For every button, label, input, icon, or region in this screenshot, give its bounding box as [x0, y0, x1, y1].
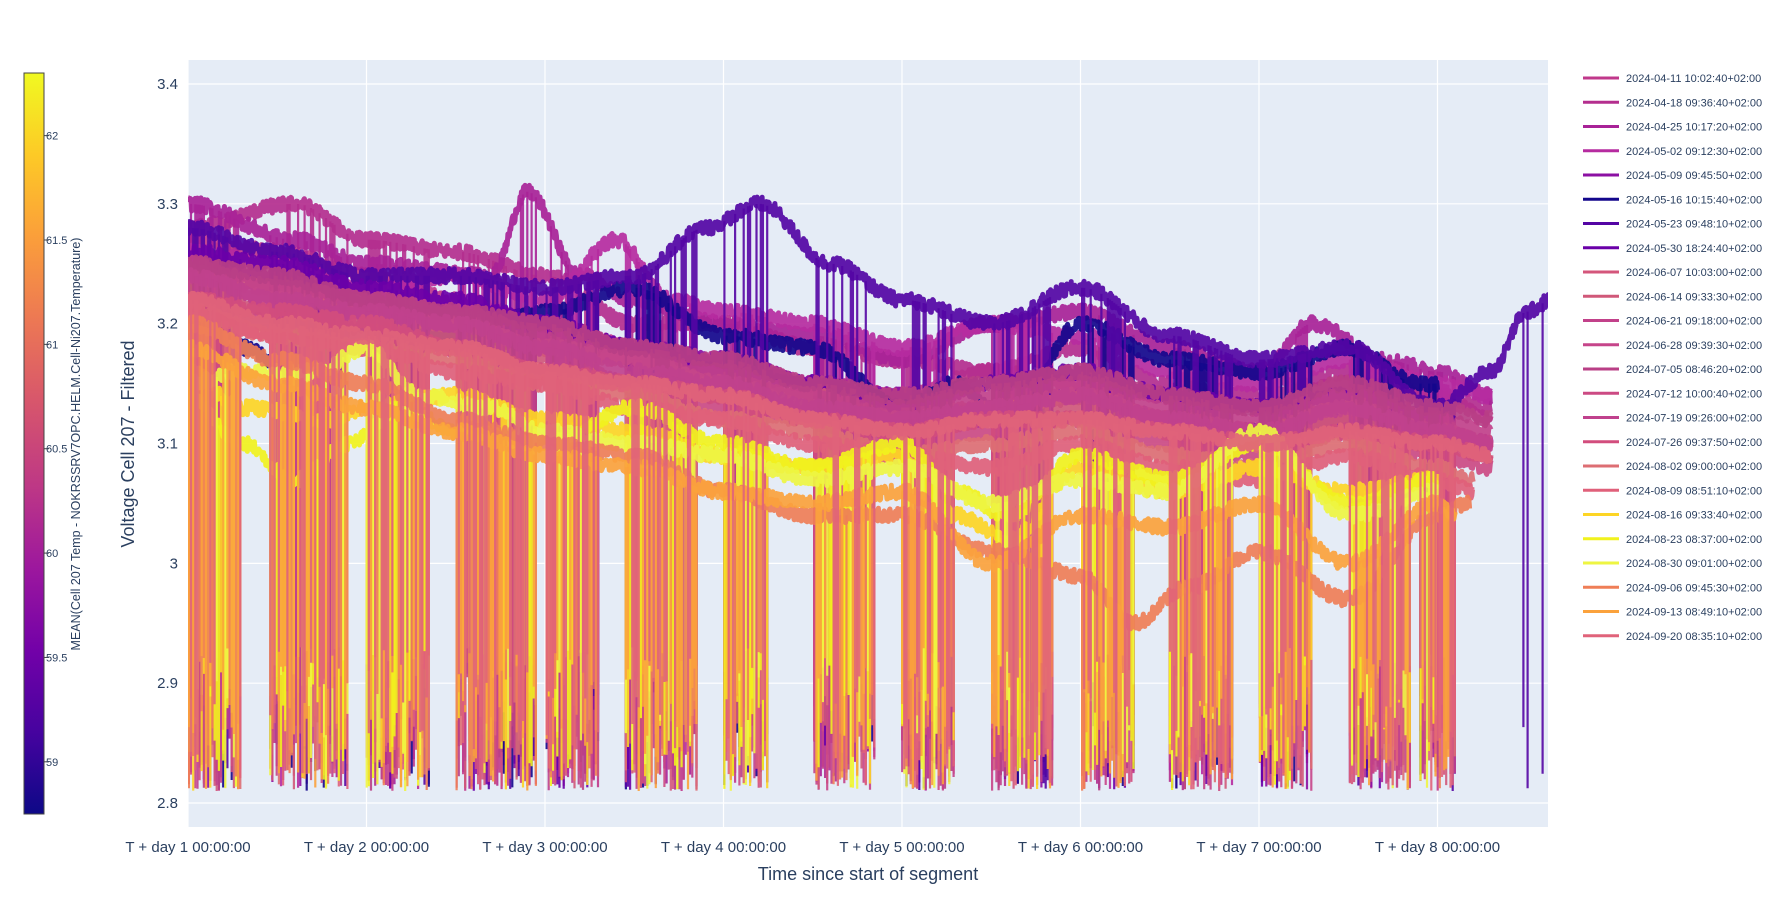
colorbar-tick-label: 61	[46, 339, 58, 351]
legend-label: 2024-05-02 09:12:30+02:00	[1626, 146, 1762, 158]
x-axis-title: Time since start of segment	[758, 864, 978, 884]
legend-item[interactable]: 2024-07-05 08:46:20+02:00	[1583, 364, 1762, 376]
x-tick-label: T + day 3 00:00:00	[482, 839, 607, 856]
x-tick-label: T + day 1 00:00:00	[125, 839, 250, 856]
y-tick-label: 3.4	[157, 76, 178, 93]
colorbar-tick-label: 60.5	[46, 444, 67, 456]
legend-item[interactable]: 2024-05-16 10:15:40+02:00	[1583, 194, 1762, 206]
legend-item[interactable]: 2024-07-19 09:26:00+02:00	[1583, 413, 1762, 425]
legend-item[interactable]: 2024-09-20 08:35:10+02:00	[1583, 631, 1762, 643]
colorbar-ticks: 59 59.5 60 60.5 61 61.5 62	[44, 131, 67, 769]
legend-item[interactable]: 2024-08-02 09:00:00+02:00	[1583, 461, 1762, 473]
series-layer	[188, 182, 1548, 791]
legend-item[interactable]: 2024-06-07 10:03:00+02:00	[1583, 267, 1762, 279]
legend-item[interactable]: 2024-08-16 09:33:40+02:00	[1583, 510, 1762, 522]
legend-item[interactable]: 2024-09-13 08:49:10+02:00	[1583, 607, 1762, 619]
legend-label: 2024-07-19 09:26:00+02:00	[1626, 413, 1762, 425]
legend-label: 2024-08-23 08:37:00+02:00	[1626, 534, 1762, 546]
legend-label: 2024-07-05 08:46:20+02:00	[1626, 364, 1762, 376]
legend-item[interactable]: 2024-08-30 09:01:00+02:00	[1583, 558, 1762, 570]
colorbar: 59 59.5 60 60.5 61 61.5 62 MEAN(Cell 207 Temp …	[23, 72, 83, 815]
legend: 2024-04-11 10:02:40+02:00 2024-04-18 09:3…	[1583, 73, 1762, 643]
x-tick-label: T + day 7 00:00:00	[1196, 839, 1321, 856]
legend-label: 2024-05-09 09:45:50+02:00	[1626, 170, 1762, 182]
series-line	[188, 290, 1493, 791]
colorbar-title: MEAN(Cell 207 Temp - NOKRSSRV7OPC.HELM.C…	[69, 238, 83, 651]
series-band	[188, 339, 1458, 573]
legend-item[interactable]: 2024-05-30 18:24:40+02:00	[1583, 243, 1762, 255]
legend-label: 2024-05-16 10:15:40+02:00	[1626, 194, 1762, 206]
legend-item[interactable]: 2024-05-09 09:45:50+02:00	[1583, 170, 1762, 182]
y-tick-label: 3.2	[157, 316, 178, 333]
y-tick-label: 3.3	[157, 196, 178, 213]
legend-label: 2024-08-02 09:00:00+02:00	[1626, 461, 1762, 473]
x-tick-label: T + day 4 00:00:00	[661, 839, 786, 856]
colorbar-tick-label: 60	[46, 548, 58, 560]
legend-label: 2024-07-26 09:37:50+02:00	[1626, 437, 1762, 449]
y-tick-label: 2.9	[157, 675, 178, 692]
colorbar-gradient	[23, 72, 45, 815]
series-band	[188, 194, 1548, 416]
legend-label: 2024-06-21 09:18:00+02:00	[1626, 316, 1762, 328]
series-band	[188, 290, 1493, 464]
y-tick-label: 3.1	[157, 436, 178, 453]
legend-label: 2024-04-11 10:02:40+02:00	[1626, 73, 1761, 85]
legend-label: 2024-08-09 08:51:10+02:00	[1626, 485, 1762, 497]
colorbar-tick-label: 61.5	[46, 235, 67, 247]
y-axis-title: Voltage Cell 207 - Filtered	[118, 340, 138, 547]
x-tick-label: T + day 6 00:00:00	[1018, 839, 1143, 856]
legend-label: 2024-06-28 09:39:30+02:00	[1626, 340, 1762, 352]
x-tick-label: T + day 5 00:00:00	[839, 839, 964, 856]
legend-label: 2024-06-14 09:33:30+02:00	[1626, 291, 1762, 303]
legend-item[interactable]: 2024-06-28 09:39:30+02:00	[1583, 340, 1762, 352]
colorbar-tick-label: 59	[46, 757, 58, 769]
y-axis-ticks: 2.8 2.9 3 3.1 3.2 3.3 3.4	[157, 76, 178, 812]
colorbar-tick-label: 62	[46, 131, 58, 143]
legend-label: 2024-06-07 10:03:00+02:00	[1626, 267, 1762, 279]
series-drops	[189, 299, 1454, 791]
legend-item[interactable]: 2024-06-21 09:18:00+02:00	[1583, 316, 1762, 328]
series-band	[188, 254, 1494, 429]
y-tick-label: 2.8	[157, 795, 178, 812]
legend-item[interactable]: 2024-08-09 08:51:10+02:00	[1583, 485, 1762, 497]
legend-label: 2024-04-18 09:36:40+02:00	[1626, 97, 1762, 109]
legend-label: 2024-05-23 09:48:10+02:00	[1626, 219, 1762, 231]
legend-item[interactable]: 2024-07-26 09:37:50+02:00	[1583, 437, 1762, 449]
legend-item[interactable]: 2024-08-23 08:37:00+02:00	[1583, 534, 1762, 546]
legend-item[interactable]: 2024-07-12 10:00:40+02:00	[1583, 388, 1762, 400]
legend-label: 2024-07-12 10:00:40+02:00	[1626, 388, 1762, 400]
series-band	[188, 339, 1440, 525]
legend-label: 2024-05-30 18:24:40+02:00	[1626, 243, 1762, 255]
legend-label: 2024-08-16 09:33:40+02:00	[1626, 510, 1762, 522]
colorbar-tick-label: 59.5	[46, 652, 67, 664]
legend-item[interactable]: 2024-04-11 10:02:40+02:00	[1583, 73, 1761, 85]
legend-item[interactable]: 2024-09-06 09:45:30+02:00	[1583, 582, 1762, 594]
x-axis-ticks: T + day 1 00:00:00 T + day 2 00:00:00 T + …	[125, 839, 1500, 856]
legend-label: 2024-09-20 08:35:10+02:00	[1626, 631, 1762, 643]
legend-label: 2024-09-13 08:49:10+02:00	[1626, 607, 1762, 619]
y-tick-label: 3	[170, 555, 178, 572]
legend-item[interactable]: 2024-05-02 09:12:30+02:00	[1583, 146, 1762, 158]
legend-item[interactable]: 2024-04-18 09:36:40+02:00	[1583, 97, 1762, 109]
legend-label: 2024-09-06 09:45:30+02:00	[1626, 582, 1762, 594]
legend-label: 2024-08-30 09:01:00+02:00	[1626, 558, 1762, 570]
legend-item[interactable]: 2024-05-23 09:48:10+02:00	[1583, 219, 1762, 231]
legend-label: 2024-04-25 10:17:20+02:00	[1626, 122, 1762, 134]
legend-item[interactable]: 2024-04-25 10:17:20+02:00	[1583, 122, 1762, 134]
x-tick-label: T + day 8 00:00:00	[1375, 839, 1500, 856]
legend-item[interactable]: 2024-06-14 09:33:30+02:00	[1583, 291, 1762, 303]
x-tick-label: T + day 2 00:00:00	[304, 839, 429, 856]
